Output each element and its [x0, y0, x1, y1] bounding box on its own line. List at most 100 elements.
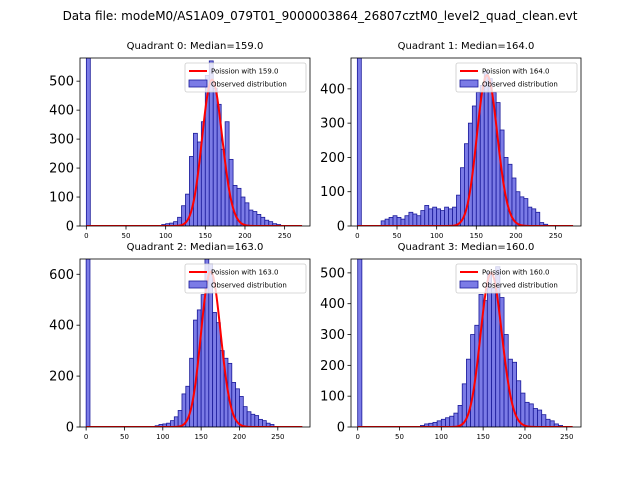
histogram-bar	[528, 403, 534, 427]
histogram-bar	[537, 409, 543, 427]
x-tick-label: 0	[355, 232, 359, 240]
x-tick-label: 200	[238, 232, 251, 240]
y-tick-label: 600	[49, 268, 74, 283]
y-tick-label: 400	[49, 104, 74, 119]
legend-label-observed: Observed distribution	[211, 282, 287, 290]
x-tick-label: 0	[355, 433, 359, 441]
y-tick-label: 400	[49, 319, 74, 334]
histogram-bar	[491, 287, 497, 427]
histogram-bar	[531, 208, 537, 226]
axes-frame	[79, 258, 311, 428]
histogram-bar	[239, 396, 244, 427]
legend-bar-swatch	[188, 79, 208, 88]
quadrant-2-chart: 0 50 100 150 200 250 0 200 400 600 Quadrant 2: Med…	[49, 242, 311, 441]
histogram-bar	[216, 322, 221, 427]
x-tick-label: 200	[518, 433, 531, 441]
histogram-bar	[242, 406, 248, 427]
y-tick-label: 500	[49, 75, 74, 90]
x-tick-label: 50	[120, 433, 129, 441]
histogram-bar	[85, 259, 91, 427]
y-tick-label: 400	[320, 297, 345, 312]
y-tick-label: 100	[320, 185, 345, 200]
histogram-bar	[356, 58, 362, 226]
legend-label-poisson: Poission with 159.0	[211, 68, 279, 76]
histogram-bar	[246, 411, 252, 427]
histogram-bar	[212, 312, 217, 427]
y-tick-label: 400	[320, 82, 345, 97]
y-tick-label: 300	[320, 328, 345, 343]
histogram-bar	[244, 202, 250, 226]
y-tick-label: 200	[320, 359, 345, 374]
histogram-bar	[240, 196, 246, 226]
histogram-bar	[396, 217, 402, 226]
legend: Poission with 164.0 Observed distribution	[455, 62, 578, 93]
histogram-bar	[85, 58, 91, 226]
quadrant-1-chart: 0 50 100 150 200 250 0 100 200 300 400 Quadrant 1: …	[320, 41, 582, 240]
histogram-bar	[408, 211, 414, 226]
y-tick-label: 500	[320, 266, 345, 281]
histogram-bar	[173, 416, 179, 427]
y-tick-label: 300	[49, 133, 74, 148]
x-tick-label: 0	[84, 232, 88, 240]
y-tick-label: 200	[49, 162, 74, 177]
axes-frame	[350, 57, 582, 227]
legend: Poission with 163.0 Observed distribution	[184, 263, 307, 294]
x-tick-label: 100	[430, 232, 443, 240]
subplot-title: Quadrant 3: Median=160.0	[398, 242, 535, 253]
y-tick-label: 100	[49, 191, 74, 206]
y-tick-label: 0	[337, 220, 345, 235]
quadrant-3-chart: 0 50 100 150 200 250 0 100 200 300 400 500 Quadrant …	[320, 242, 582, 441]
x-tick-label: 250	[549, 232, 562, 240]
histogram-bar	[436, 208, 442, 226]
legend-label-poisson: Poission with 163.0	[211, 269, 279, 277]
histogram-bar	[444, 206, 449, 226]
x-tick-label: 150	[199, 232, 212, 240]
histogram-bar	[269, 424, 275, 427]
histogram-bar	[482, 300, 488, 427]
histogram-bar	[545, 418, 551, 427]
histogram-bar	[248, 209, 254, 226]
histogram-bar	[254, 415, 260, 427]
legend: Poission with 160.0 Observed distribution	[455, 263, 578, 294]
histogram-bar	[404, 215, 410, 226]
quadrant-2-bars	[85, 259, 275, 427]
x-tick-label: 150	[194, 433, 207, 441]
histogram-bar	[424, 205, 430, 226]
histogram-bar	[445, 417, 451, 427]
y-tick-label: 300	[320, 117, 345, 132]
legend-label-poisson: Poission with 160.0	[482, 269, 550, 277]
poisson-curve	[357, 74, 574, 226]
x-tick-label: 250	[278, 232, 291, 240]
histogram-bar	[357, 259, 363, 427]
histogram-bar	[453, 412, 459, 427]
histogram-bar	[487, 78, 493, 226]
x-tick-label: 50	[393, 232, 402, 240]
legend-box	[184, 263, 307, 294]
histogram-bar	[524, 401, 530, 427]
x-tick-label: 250	[560, 433, 573, 441]
histogram-bar	[486, 272, 492, 427]
x-tick-label: 50	[395, 433, 404, 441]
histogram-bar	[532, 408, 538, 427]
x-tick-label: 200	[233, 433, 246, 441]
y-tick-label: 0	[66, 220, 74, 235]
subplot-title: Quadrant 0: Median=159.0	[127, 41, 264, 52]
histogram-bar	[515, 191, 521, 226]
histogram-bar	[449, 415, 455, 427]
histogram-bar	[535, 211, 541, 226]
y-tick-label: 0	[337, 421, 345, 436]
histogram-bar	[384, 218, 390, 226]
histogram-bar	[440, 210, 445, 226]
histogram-bar	[189, 357, 194, 427]
histogram-bar	[232, 185, 238, 226]
histogram-bar	[523, 198, 529, 226]
x-tick-label: 100	[156, 433, 169, 441]
y-tick-label: 100	[320, 390, 345, 405]
legend-label-observed: Observed distribution	[482, 282, 558, 290]
histogram-bar	[212, 88, 218, 226]
histogram-bar	[258, 418, 263, 427]
histogram-bar	[520, 392, 526, 427]
y-tick-label: 200	[49, 370, 74, 385]
legend-box	[184, 62, 307, 93]
histogram-bar	[412, 213, 418, 226]
